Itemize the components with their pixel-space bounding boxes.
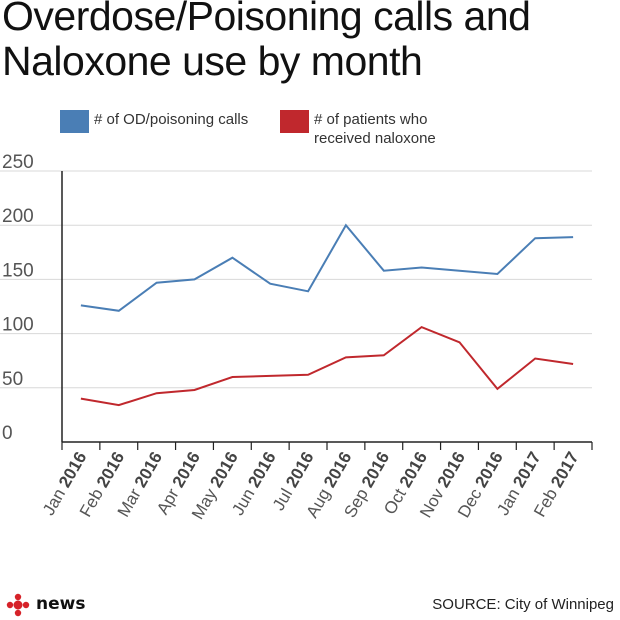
legend-label-naloxone-line1: # of patients who	[314, 111, 428, 128]
legend-label-naloxone: # of patients who received naloxone	[314, 110, 436, 148]
y-tick-label-50: 50	[2, 369, 23, 390]
legend-label-calls: # of OD/poisoning calls	[94, 111, 249, 128]
cbc-news-logo: news	[6, 593, 86, 617]
grid-lines	[0, 170, 592, 389]
series-lines	[80, 223, 574, 407]
y-tick-label-250: 250	[2, 152, 34, 173]
series-line-naloxone	[80, 325, 574, 407]
y-tick-label-150: 150	[2, 260, 34, 281]
y-tick-labels: 0 50 100 150 200 250	[2, 152, 34, 444]
axes	[61, 171, 593, 450]
legend-label-naloxone-line2: received naloxone	[314, 130, 436, 147]
brand-text: news	[36, 594, 86, 614]
y-tick-label-200: 200	[2, 206, 34, 227]
series-line-calls	[80, 223, 574, 312]
legend-swatch-naloxone	[280, 110, 309, 133]
source-note: SOURCE: City of Winnipeg	[432, 596, 614, 613]
cbc-gem-icon	[6, 593, 30, 617]
chart-title: Overdose/Poisoning calls and Naloxone us…	[2, 0, 531, 84]
y-tick-label-0: 0	[2, 423, 13, 444]
y-tick-label-100: 100	[2, 315, 34, 336]
legend-swatch-calls	[60, 110, 89, 133]
